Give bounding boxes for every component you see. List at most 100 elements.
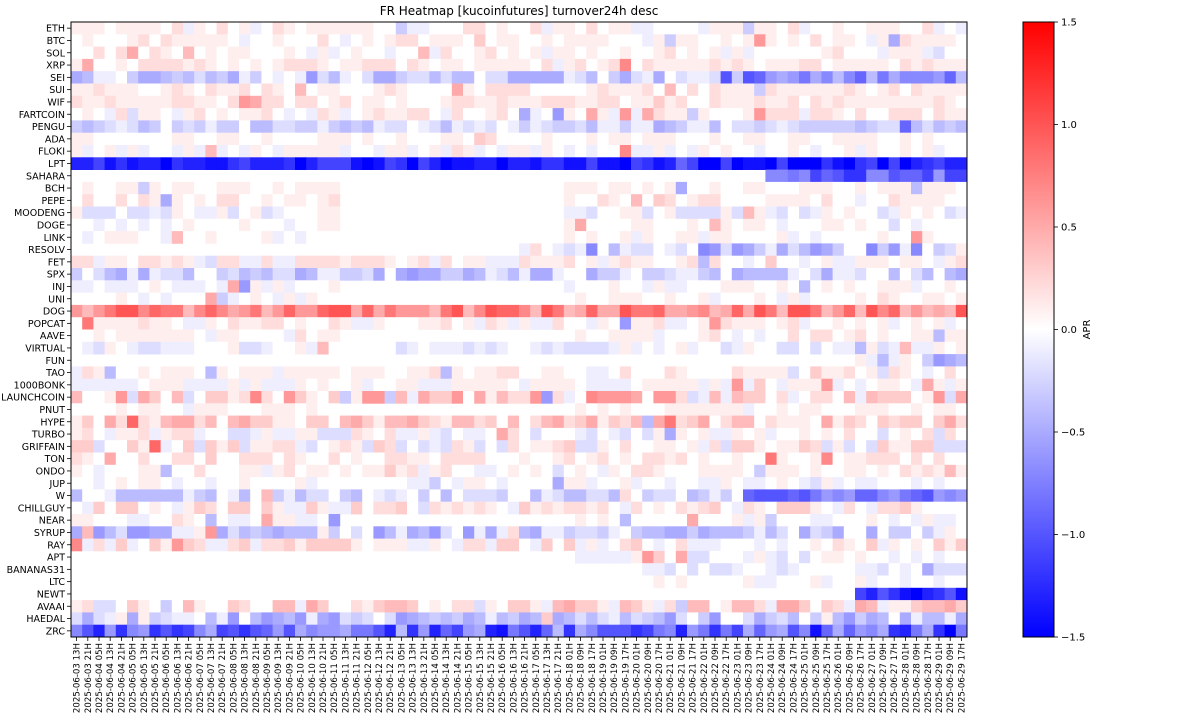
heatmap-cell [216,403,229,416]
heatmap-cell [115,145,128,158]
heatmap-cell [933,304,945,318]
heatmap-cell [642,292,654,306]
heatmap-cell [608,206,621,220]
heatmap-cell [955,132,968,146]
heatmap-cell [384,157,397,170]
heatmap-cell [619,194,632,207]
heatmap-cell [586,489,598,503]
heatmap-cell [474,95,486,109]
heatmap-cell [776,120,789,134]
heatmap-cell [776,563,789,576]
heatmap-cell [776,231,789,244]
y-tick-label: ADA [45,134,66,145]
heatmap-cell [597,206,609,220]
heatmap-cell [698,255,710,269]
heatmap-cell [227,415,240,429]
heatmap-cell [552,415,565,429]
heatmap-cell [362,452,374,466]
heatmap-cell [922,169,934,183]
heatmap-cell [104,22,117,35]
heatmap-cell [104,317,117,330]
heatmap-cell [194,71,206,84]
x-tick-label: 2025-06-17 21H [554,643,564,713]
heatmap-cell [451,108,464,121]
heatmap-cell [295,206,307,220]
heatmap-cell [955,157,968,170]
heatmap-cell [799,624,811,638]
heatmap-cell [642,464,654,478]
heatmap-cell [82,514,94,527]
heatmap-cell [575,329,587,343]
heatmap-cell [933,526,945,539]
heatmap-cell [866,600,878,613]
heatmap-cell [272,132,285,146]
heatmap-cell [642,366,654,380]
heatmap-cell [810,489,822,503]
heatmap-cell [149,477,161,490]
heatmap-cell [127,292,139,306]
heatmap-cell [810,403,822,416]
heatmap-cell [552,108,565,121]
heatmap-cell [474,427,486,441]
heatmap-cell [418,477,430,490]
heatmap-cell [765,526,777,539]
heatmap-cell [463,22,475,35]
heatmap-cell [261,58,273,72]
heatmap-cell [866,440,878,453]
heatmap-cell [395,71,408,84]
y-tick-label: VIRTUAL [25,343,65,354]
heatmap-cell [160,489,173,503]
heatmap-cell [866,526,878,539]
heatmap-cell [608,317,621,330]
heatmap-cell [82,600,94,613]
heatmap-cell [821,378,833,392]
heatmap-cell [765,292,777,306]
heatmap-cell [933,329,945,343]
heatmap-cell [563,600,576,613]
heatmap-cell [530,624,542,638]
heatmap-cell [463,440,475,453]
heatmap-cell [911,550,923,564]
heatmap-cell [855,489,867,503]
heatmap-cell [373,341,385,355]
colorbar-tick-label: 1.0 [1061,120,1077,131]
heatmap-cell [843,341,856,355]
heatmap-cell [239,489,251,503]
heatmap-cell [339,612,352,626]
heatmap-cell [743,489,755,503]
heatmap-cell [71,206,83,220]
heatmap-cell [631,206,643,220]
heatmap-cell [541,501,553,515]
heatmap-cell [597,415,609,429]
heatmap-cell [575,280,587,293]
heatmap-cell [317,304,329,318]
heatmap-cell [821,231,833,244]
heatmap-cell [507,132,520,146]
heatmap-cell [138,452,150,466]
heatmap-cell [597,624,609,638]
heatmap-cell [787,255,800,269]
heatmap-cell [877,71,889,84]
heatmap-cell [597,489,609,503]
heatmap-cell [698,280,710,293]
heatmap-cell [384,501,397,515]
heatmap-cell [339,157,352,170]
heatmap-cell [295,489,307,503]
heatmap-cell [183,46,195,60]
heatmap-cell [899,34,912,47]
heatmap-cell [911,612,923,626]
heatmap-cell [93,600,105,613]
heatmap-cell [888,415,901,429]
heatmap-cell [485,440,497,453]
heatmap-cell [787,268,800,281]
heatmap-cell [743,157,755,170]
heatmap-cell [720,341,733,355]
heatmap-cell [328,477,341,490]
heatmap-cell [608,538,621,552]
heatmap-cell [272,304,285,318]
heatmap-cell [362,477,374,490]
heatmap-cell [71,366,83,380]
heatmap-cell [485,415,497,429]
heatmap-cell [463,95,475,109]
heatmap-cell [720,403,733,416]
